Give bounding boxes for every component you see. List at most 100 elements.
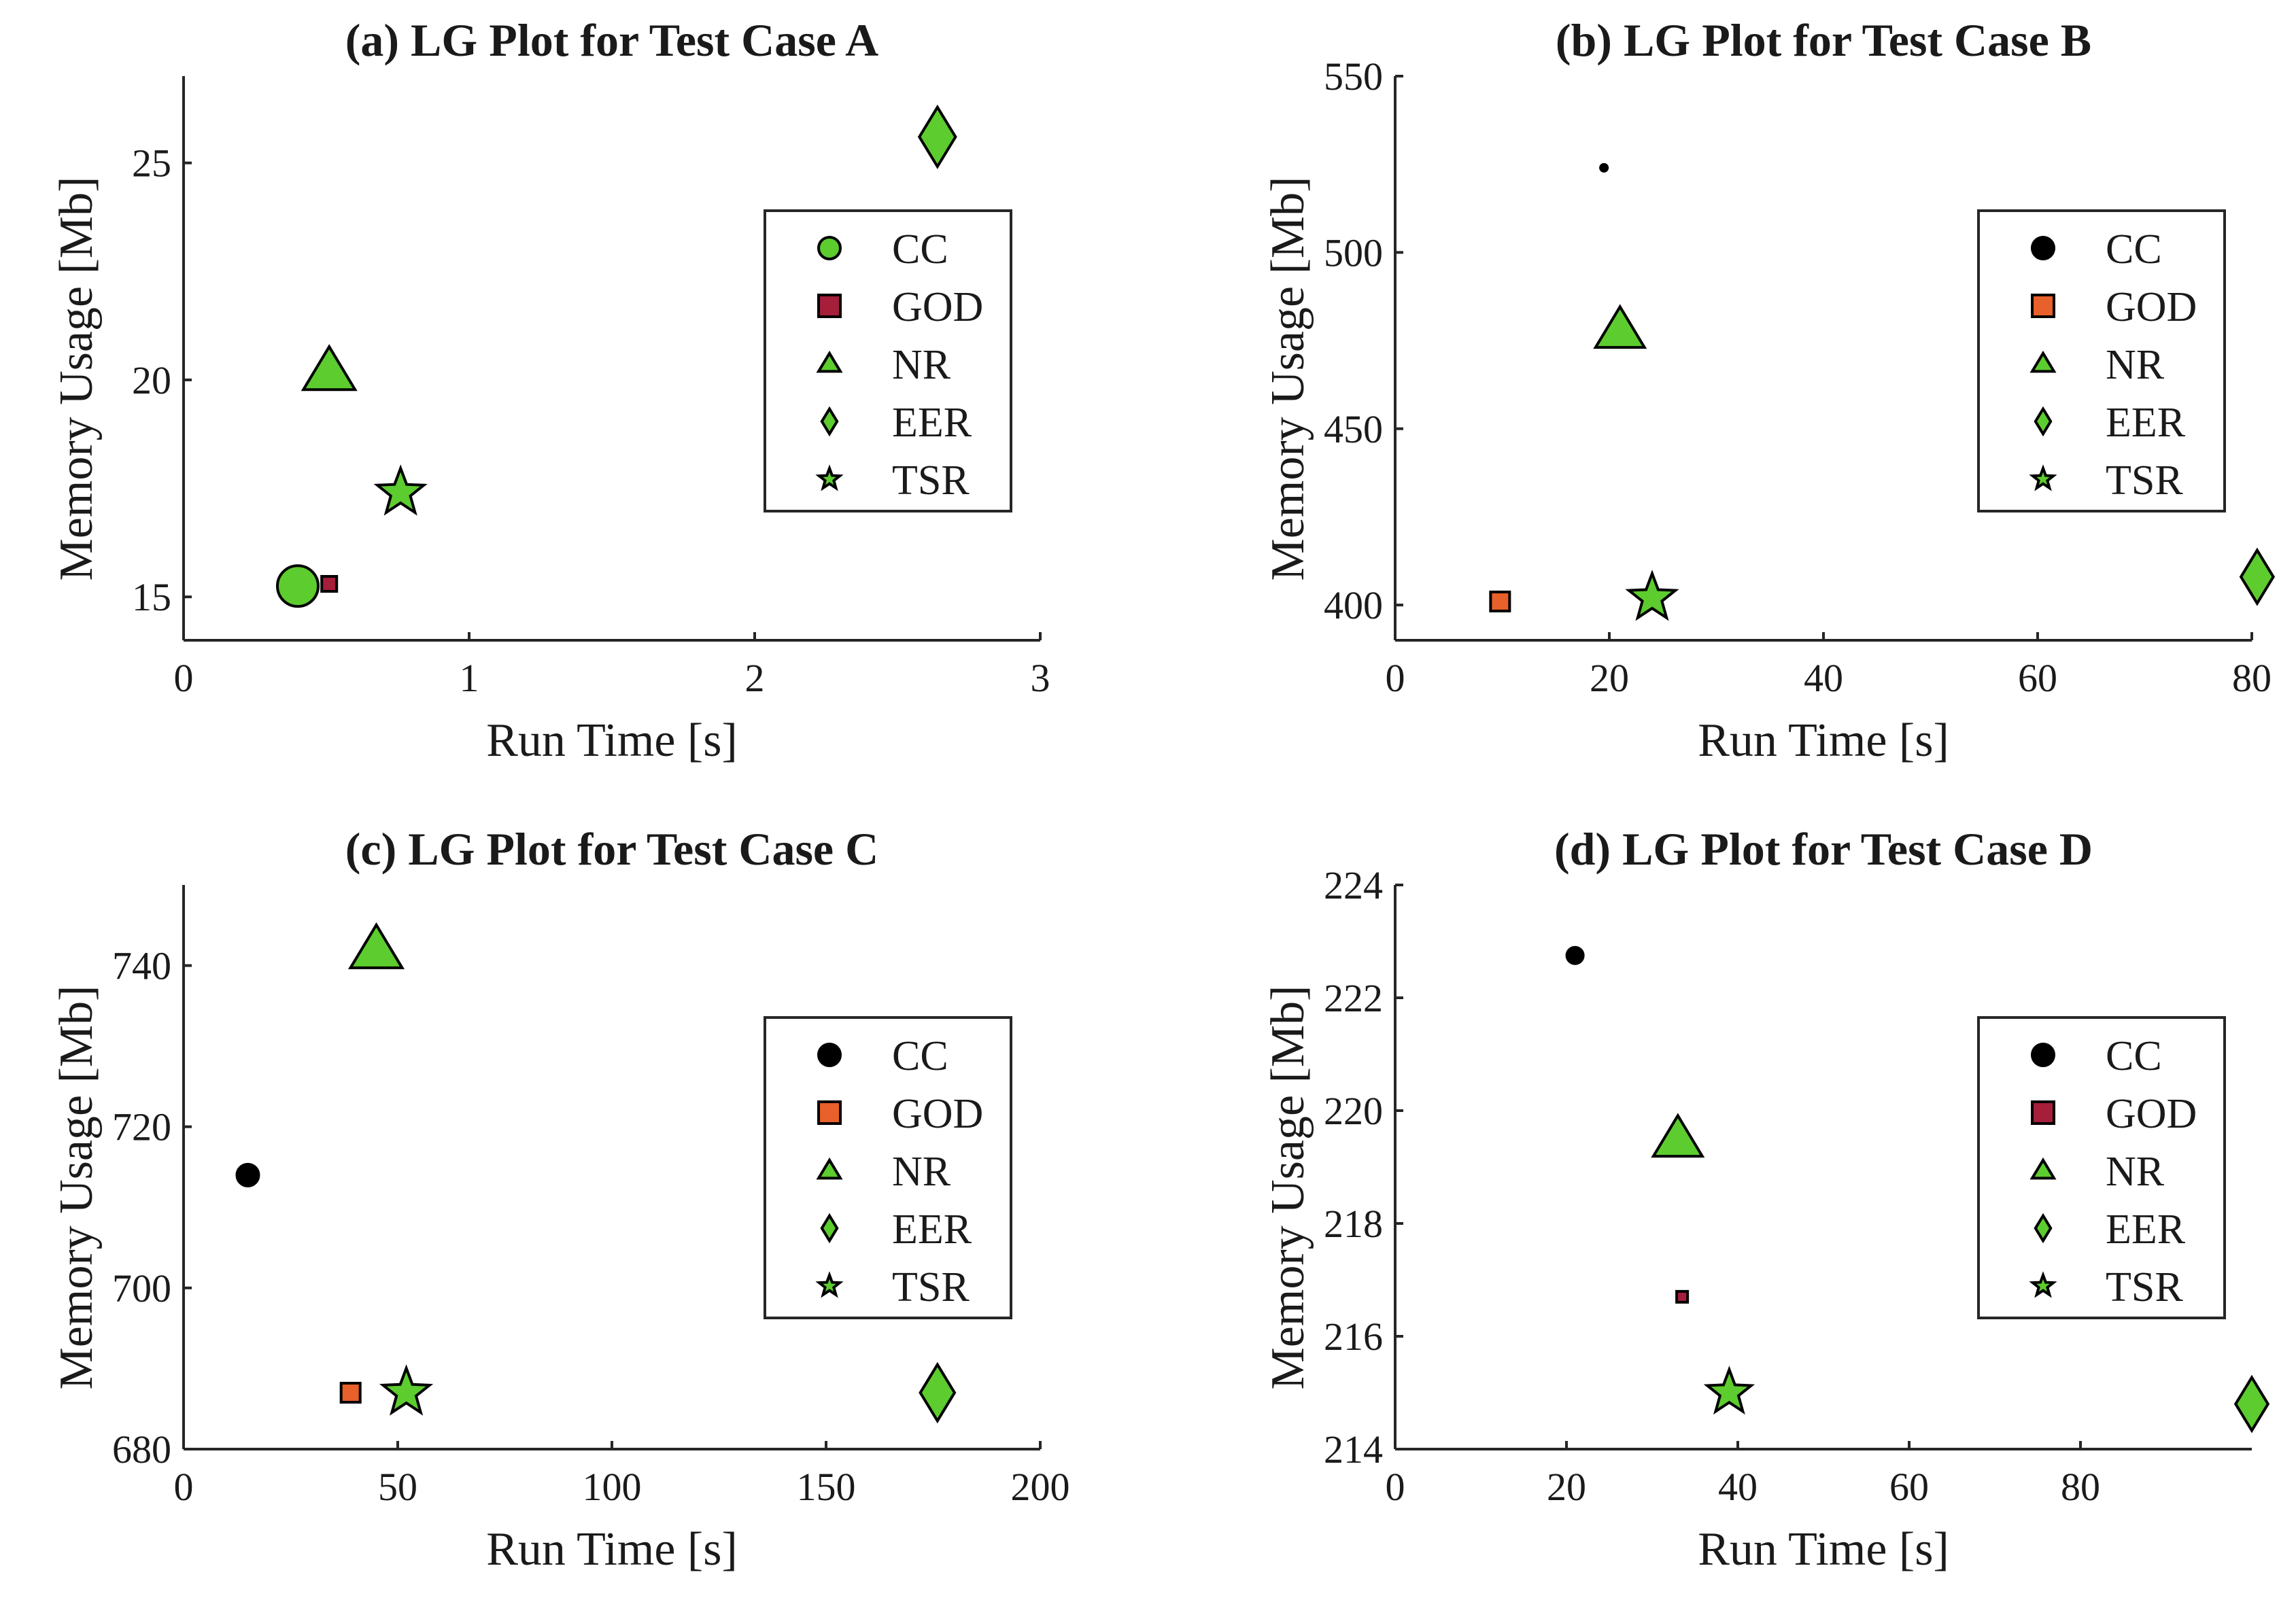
y-tick-label: 400 [1324, 583, 1383, 627]
data-point-god [1675, 1289, 1690, 1304]
legend: CC GOD NR EER TSR [764, 209, 1012, 512]
data-point-nr [1593, 304, 1647, 349]
x-tick-label: 100 [583, 1465, 642, 1509]
legend-marker-eer [820, 406, 839, 437]
data-point-eer [2233, 1374, 2270, 1433]
legend-marker-tsr [2029, 1271, 2057, 1298]
legend-marker-nr [2029, 1157, 2057, 1180]
legend-marker-tsr [2029, 464, 2057, 491]
x-tick-label: 0 [174, 1465, 194, 1509]
x-tick-label: 60 [2018, 656, 2057, 700]
data-point-god [320, 575, 339, 593]
y-axis-label: Memory Usage [Mb] [50, 177, 103, 581]
legend-marker-god [817, 294, 842, 318]
data-point-cc [1565, 945, 1585, 965]
x-tick-label: 0 [1386, 1465, 1405, 1509]
chart-title: (a) LG Plot for Test Case A [345, 14, 879, 66]
legend-label: EER [2106, 400, 2186, 446]
x-tick-label: 200 [1011, 1465, 1070, 1509]
y-tick-label: 218 [1324, 1202, 1383, 1246]
legend-label: GOD [2106, 1091, 2197, 1137]
legend-label: NR [892, 1149, 951, 1195]
y-tick-label: 450 [1324, 407, 1383, 451]
y-tick-label: 216 [1324, 1315, 1383, 1359]
data-point-eer [2239, 547, 2276, 606]
data-point-tsr [379, 1364, 434, 1416]
data-point-nr [301, 344, 358, 392]
legend-label: NR [2106, 1149, 2165, 1195]
legend-box [1977, 1016, 2226, 1319]
x-tick-label: 80 [2061, 1465, 2100, 1509]
data-point-nr [1651, 1113, 1705, 1158]
legend-box [764, 209, 1012, 512]
data-point-tsr [1703, 1366, 1755, 1415]
legend-label: CC [2106, 226, 2162, 273]
legend-marker-cc [817, 236, 842, 260]
y-tick-label: 550 [1324, 54, 1383, 99]
legend-label: TSR [892, 1264, 970, 1310]
chart-title: (c) LG Plot for Test Case C [345, 823, 878, 875]
legend-label: GOD [892, 1091, 983, 1137]
legend-box [1977, 209, 2226, 512]
chart-panel-1: (a) LG Plot for Test Case A 0 1 2 3 15 20 25 Run… [50, 14, 1050, 767]
chart-panel-3: (c) LG Plot for Test Case C 0 50 100 150 200 6… [50, 823, 1070, 1576]
legend-marker-cc [2031, 236, 2055, 260]
legend-marker-tsr [815, 464, 844, 491]
x-tick-label: 20 [1547, 1465, 1586, 1509]
legend: CC GOD NR EER TSR [1977, 1016, 2226, 1319]
y-tick-label: 720 [112, 1105, 171, 1149]
legend-marker-nr [816, 1157, 843, 1180]
x-tick-label: 20 [1590, 656, 1629, 700]
legend-label: CC [892, 1033, 948, 1079]
data-point-nr [347, 922, 405, 969]
y-axis-label: Memory Usage [Mb] [50, 986, 103, 1390]
y-tick-label: 224 [1324, 863, 1383, 907]
x-tick-label: 0 [174, 656, 194, 700]
x-tick-label: 40 [1718, 1465, 1758, 1509]
data-point-god [339, 1382, 362, 1404]
legend-marker-nr [816, 350, 843, 373]
chart-title: (b) LG Plot for Test Case B [1556, 14, 2091, 66]
legend-marker-tsr [815, 1271, 844, 1298]
x-tick-label: 0 [1386, 656, 1405, 700]
y-tick-label: 680 [112, 1427, 171, 1472]
data-point-god [1489, 590, 1511, 612]
legend-label: TSR [2106, 457, 2183, 504]
x-tick-label: 50 [378, 1465, 417, 1509]
legend-marker-god [2031, 294, 2055, 318]
x-tick-label: 60 [1889, 1465, 1929, 1509]
y-tick-label: 740 [112, 944, 171, 988]
legend-marker-eer [2034, 406, 2053, 437]
y-axis-label: Memory Usage [Mb] [1262, 986, 1314, 1390]
y-tick-label: 500 [1324, 230, 1383, 275]
legend-marker-cc [2031, 1043, 2055, 1067]
y-tick-label: 222 [1324, 976, 1383, 1020]
y-axis-label: Memory Usage [Mb] [1262, 177, 1314, 581]
legend-marker-god [2031, 1100, 2055, 1125]
y-tick-label: 20 [132, 358, 171, 402]
data-point-tsr [1625, 570, 1679, 621]
legend-label: EER [892, 400, 972, 446]
y-tick-label: 214 [1324, 1427, 1383, 1472]
legend-label: NR [892, 342, 951, 388]
x-tick-label: 3 [1031, 656, 1050, 700]
data-point-cc [1599, 162, 1609, 173]
legend-marker-eer [820, 1213, 839, 1244]
legend-label: TSR [2106, 1264, 2183, 1310]
legend-box [764, 1016, 1012, 1319]
legend-label: GOD [892, 284, 983, 330]
data-point-eer [919, 1361, 957, 1424]
legend-label: EER [2106, 1206, 2186, 1253]
data-point-tsr [373, 464, 428, 516]
y-tick-label: 25 [132, 141, 171, 186]
data-point-cc [276, 564, 320, 608]
x-tick-label: 1 [460, 656, 479, 700]
x-tick-label: 2 [745, 656, 765, 700]
y-tick-label: 15 [132, 575, 171, 619]
legend: CC GOD NR EER TSR [1977, 209, 2226, 512]
x-axis-label: Run Time [s] [486, 714, 738, 767]
legend-label: CC [2106, 1033, 2162, 1079]
legend-label: EER [892, 1206, 972, 1253]
legend-marker-nr [2029, 350, 2057, 373]
